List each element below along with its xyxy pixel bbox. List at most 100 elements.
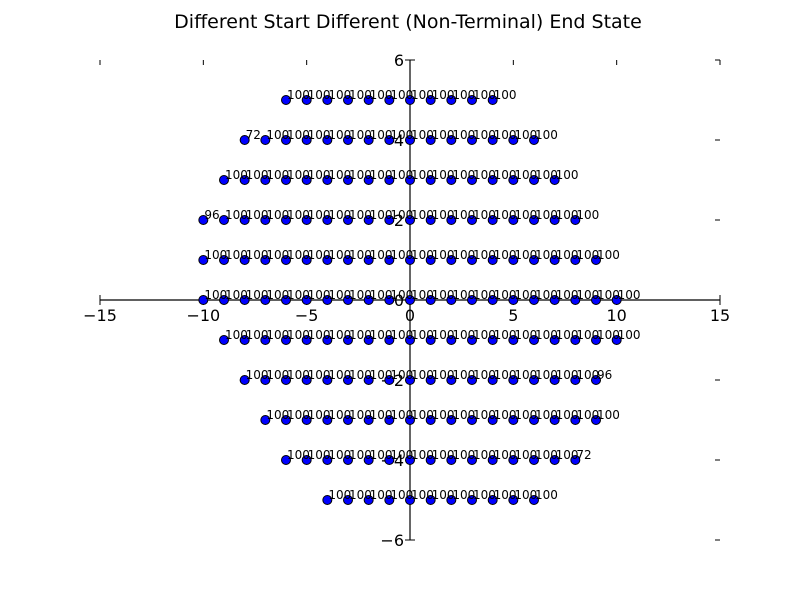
data-label: 100	[349, 288, 372, 302]
data-label: 100	[514, 168, 537, 182]
y-tick-label: −6	[380, 531, 404, 550]
data-point	[301, 455, 312, 465]
data-label: 100	[556, 368, 579, 382]
data-point	[363, 415, 374, 425]
data-point	[384, 495, 395, 505]
data-point	[343, 375, 353, 385]
data-point	[198, 215, 209, 225]
data-label: 100	[514, 328, 537, 342]
data-label: 100	[328, 368, 351, 382]
data-point	[384, 255, 395, 265]
data-point	[508, 495, 519, 505]
data-label: 100	[349, 488, 372, 502]
data-label: 100	[225, 168, 248, 182]
data-point	[467, 175, 477, 185]
x-tick-label: 10	[606, 306, 626, 325]
data-point	[405, 295, 415, 305]
data-point	[384, 375, 395, 385]
data-label: 100	[246, 288, 269, 302]
data-point	[446, 135, 457, 145]
data-label: 100	[308, 248, 331, 262]
data-label: 100	[494, 488, 517, 502]
data-label: 100	[370, 448, 393, 462]
data-label: 100	[494, 128, 517, 142]
data-point	[322, 95, 333, 105]
data-label: 96	[597, 368, 612, 382]
data-point	[384, 295, 395, 305]
data-label: 100	[618, 288, 641, 302]
data-point	[260, 415, 271, 425]
data-point	[446, 415, 457, 425]
data-point	[508, 415, 519, 425]
data-label: 100	[576, 208, 599, 222]
data-point	[487, 215, 498, 225]
data-point	[591, 375, 601, 385]
data-label: 100	[266, 128, 289, 142]
data-label: 100	[514, 408, 537, 422]
data-point	[281, 215, 291, 225]
data-point	[384, 415, 395, 425]
data-label: 100	[390, 248, 413, 262]
data-label: 100	[576, 328, 599, 342]
data-label: 100	[308, 368, 331, 382]
data-label: 100	[535, 368, 558, 382]
data-label: 100	[328, 288, 351, 302]
data-point	[343, 175, 353, 185]
data-point	[322, 295, 333, 305]
data-point	[425, 135, 436, 145]
data-label: 100	[473, 248, 496, 262]
data-point	[467, 415, 477, 425]
data-label: 100	[328, 488, 351, 502]
data-label: 100	[494, 168, 517, 182]
data-label: 100	[535, 328, 558, 342]
data-point	[198, 295, 209, 305]
data-point	[425, 95, 436, 105]
data-label: 100	[473, 408, 496, 422]
data-point	[405, 215, 415, 225]
data-label: 100	[452, 408, 475, 422]
data-point	[281, 375, 291, 385]
data-point	[239, 215, 250, 225]
data-label: 100	[308, 128, 331, 142]
data-point	[384, 455, 395, 465]
data-label: 100	[576, 288, 599, 302]
data-label: 100	[287, 248, 310, 262]
data-label: 100	[452, 208, 475, 222]
data-point	[239, 175, 250, 185]
data-label: 100	[452, 128, 475, 142]
data-point	[508, 255, 519, 265]
data-label: 100	[514, 248, 537, 262]
data-point	[487, 175, 498, 185]
data-point	[446, 175, 457, 185]
data-label: 100	[452, 288, 475, 302]
data-label: 100	[494, 248, 517, 262]
data-point	[239, 335, 250, 345]
data-point	[487, 415, 498, 425]
data-point	[425, 455, 436, 465]
data-label: 100	[411, 168, 434, 182]
data-label: 100	[328, 248, 351, 262]
data-point	[508, 175, 519, 185]
data-label: 100	[618, 328, 641, 342]
data-point	[301, 375, 312, 385]
data-label: 100	[432, 328, 455, 342]
data-label: 100	[266, 328, 289, 342]
data-point	[549, 335, 560, 345]
data-point	[467, 255, 477, 265]
data-label: 100	[556, 328, 579, 342]
data-point	[487, 295, 498, 305]
y-tick-label: 4	[394, 131, 404, 150]
data-point	[529, 335, 539, 345]
data-point	[405, 335, 415, 345]
data-label: 100	[308, 168, 331, 182]
data-label: 100	[246, 328, 269, 342]
data-label: 100	[494, 288, 517, 302]
data-label: 100	[370, 168, 393, 182]
data-point	[446, 255, 457, 265]
y-tick-label: 6	[394, 51, 404, 70]
data-point	[219, 255, 229, 265]
data-point	[487, 135, 498, 145]
data-label: 100	[390, 448, 413, 462]
data-label: 100	[535, 168, 558, 182]
data-point	[363, 215, 374, 225]
